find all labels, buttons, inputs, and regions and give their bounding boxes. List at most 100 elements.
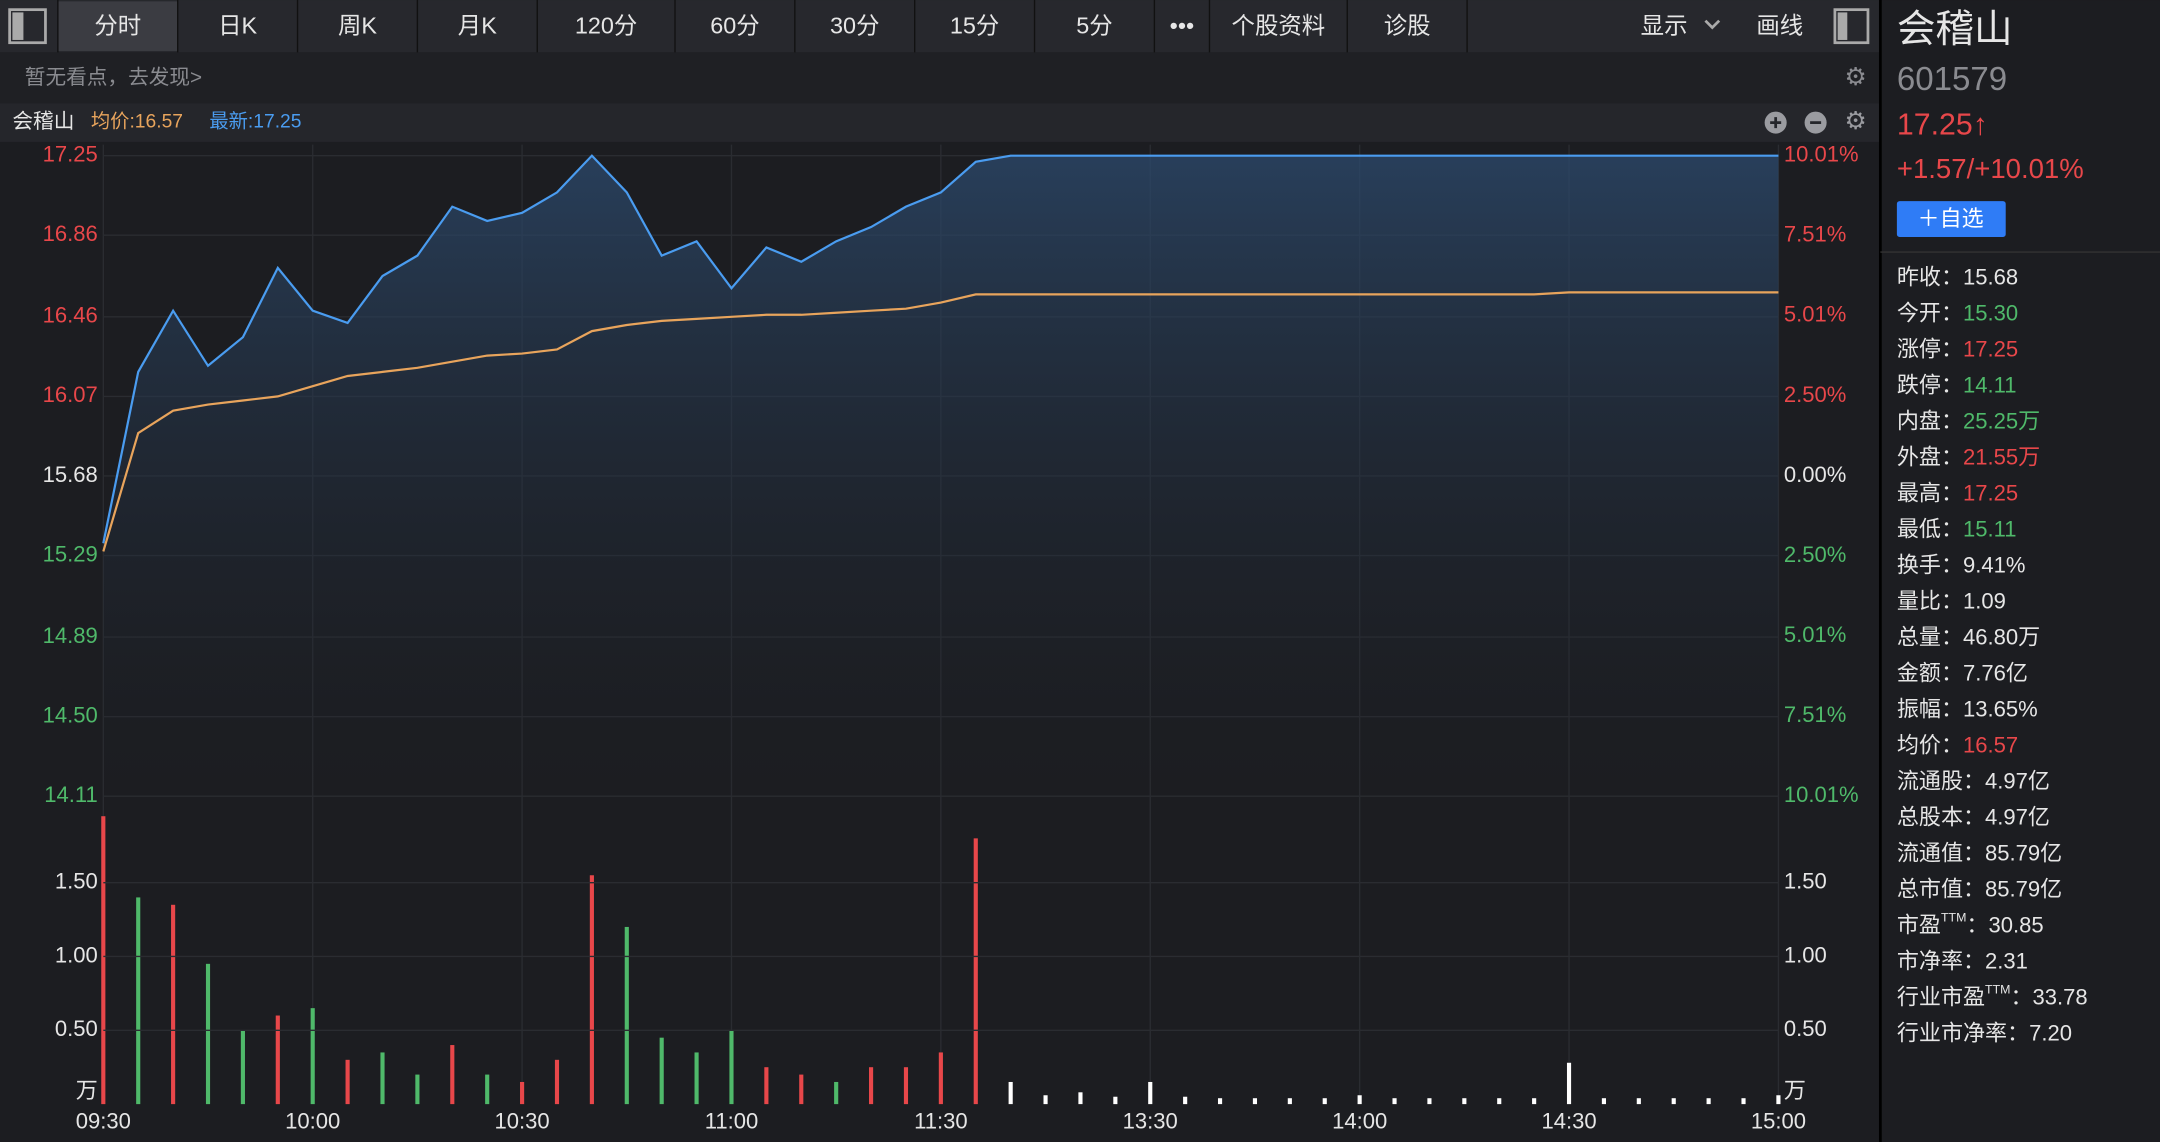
stat-value: 16.57 bbox=[1963, 732, 2018, 757]
stat-value: 4.97亿 bbox=[1985, 768, 2050, 793]
tab[interactable]: 分时 bbox=[94, 13, 141, 39]
side-toggle-icon[interactable] bbox=[1833, 8, 1870, 45]
stat-value: 85.79亿 bbox=[1985, 840, 2062, 865]
notice-text[interactable]: 暂无看点，去发现> bbox=[25, 66, 202, 89]
y-tick-label: 15.29 bbox=[43, 541, 98, 566]
volume-unit: 万 bbox=[76, 1078, 98, 1103]
volume-bar bbox=[1078, 1092, 1083, 1105]
volume-bar bbox=[415, 1074, 420, 1105]
volume-bar bbox=[1566, 1062, 1572, 1105]
y-tick-label: 14.89 bbox=[43, 623, 98, 648]
tab[interactable]: ••• bbox=[1170, 13, 1195, 39]
tab[interactable]: 60分 bbox=[710, 13, 759, 39]
display-menu[interactable]: 显示 bbox=[1641, 13, 1688, 39]
volume-bar bbox=[1357, 1095, 1362, 1105]
volume-bar bbox=[1148, 1081, 1153, 1105]
tab[interactable]: 周K bbox=[338, 13, 377, 39]
y2-tick-label: 10.01% bbox=[1784, 141, 1859, 166]
volume-bar bbox=[380, 1052, 385, 1105]
price-area bbox=[103, 155, 1779, 797]
stat-value: 7.76亿 bbox=[1963, 660, 2028, 685]
stat-row: 量比：1.09 bbox=[1897, 588, 2006, 613]
volume-bar bbox=[764, 1067, 769, 1105]
stat-label: 行业市净率： bbox=[1897, 1021, 2029, 1046]
y2-tick-label: 7.51% bbox=[1784, 702, 1846, 727]
volume-bar bbox=[1043, 1095, 1048, 1105]
x-tick-label: 11:30 bbox=[914, 1109, 968, 1134]
stat-value: 21.55万 bbox=[1963, 444, 2040, 469]
y2-tick-label: 2.50% bbox=[1784, 542, 1846, 567]
volume-bar bbox=[136, 897, 141, 1105]
volume-bar bbox=[345, 1059, 350, 1105]
volume-bar bbox=[1183, 1096, 1188, 1105]
stock-name: 会稽山 bbox=[12, 110, 74, 133]
tab[interactable]: 5分 bbox=[1076, 13, 1112, 39]
stat-value: 13.65% bbox=[1963, 696, 2038, 721]
stat-label: 今开： bbox=[1897, 300, 1963, 325]
volume-bar bbox=[729, 1030, 734, 1105]
x-tick-label: 11:00 bbox=[705, 1109, 759, 1134]
stat-value: 17.25 bbox=[1963, 336, 2018, 361]
stat-label: 行业市盈 bbox=[1897, 985, 1985, 1010]
stat-label: 均价： bbox=[1897, 732, 1963, 757]
tab[interactable]: 月K bbox=[458, 13, 497, 39]
tab[interactable]: 30分 bbox=[830, 13, 879, 39]
stat-value: 25.25万 bbox=[1963, 408, 2040, 433]
volume-bar bbox=[1741, 1098, 1746, 1105]
stat-value: 46.80万 bbox=[1963, 624, 2040, 649]
add-watchlist-button[interactable] bbox=[1896, 201, 2006, 237]
volume-bar bbox=[799, 1074, 804, 1105]
y2-tick-label: 10.01% bbox=[1784, 782, 1859, 807]
stat-row: 总市值：85.79亿 bbox=[1897, 876, 2062, 901]
stat-row: 换手：9.41% bbox=[1897, 552, 2026, 577]
stat-label: 市净率： bbox=[1897, 949, 1985, 974]
quote-change: +1.57/+10.01% bbox=[1897, 153, 2084, 184]
add-watchlist-label[interactable]: ＋自选 bbox=[1918, 206, 1984, 231]
tab[interactable]: 个股资料 bbox=[1232, 13, 1326, 39]
y2-tick-label: 0.00% bbox=[1784, 462, 1846, 487]
stat-value: 1.09 bbox=[1963, 588, 2006, 613]
stat-label: 总市值： bbox=[1897, 876, 1985, 901]
stat-row: 流通值：85.79亿 bbox=[1897, 840, 2062, 865]
stat-row: 最高：17.25 bbox=[1897, 480, 2018, 505]
y-tick-label: 16.46 bbox=[43, 303, 98, 328]
toolbar bbox=[0, 0, 1881, 53]
tab[interactable]: 120分 bbox=[575, 13, 637, 39]
panel-toggle-icon-fill bbox=[12, 12, 24, 40]
stat-label-sep: ： bbox=[1966, 913, 1988, 938]
stat-row: 流通股：4.97亿 bbox=[1897, 768, 2050, 793]
y2-tick-label: 7.51% bbox=[1784, 221, 1846, 246]
price-line bbox=[102, 154, 1779, 544]
stat-row: 振幅：13.65% bbox=[1897, 696, 2038, 721]
tab-active-bg bbox=[57, 1, 178, 51]
chart-settings-icon[interactable]: ⚙ bbox=[1844, 108, 1866, 135]
volume-bar bbox=[1008, 1081, 1013, 1105]
volume-bar bbox=[938, 1052, 943, 1105]
tab[interactable]: 15分 bbox=[950, 13, 999, 39]
x-tick-label: 15:00 bbox=[1751, 1109, 1806, 1134]
stat-label: 内盘： bbox=[1897, 408, 1963, 433]
stat-value: 15.11 bbox=[1963, 516, 2017, 541]
volume-bar bbox=[659, 1037, 664, 1105]
stat-value: 17.25 bbox=[1963, 480, 2018, 505]
quote-name: 会稽山 bbox=[1897, 8, 2013, 51]
avg-line bbox=[102, 291, 1779, 552]
stat-label: 振幅： bbox=[1897, 696, 1963, 721]
stat-label-sup: TTM bbox=[1985, 983, 2010, 997]
volume-bar bbox=[1532, 1098, 1537, 1105]
tab[interactable]: 诊股 bbox=[1384, 13, 1431, 39]
stat-label: 外盘： bbox=[1897, 444, 1963, 469]
volume-bar bbox=[275, 1015, 280, 1105]
draw-menu[interactable]: 画线 bbox=[1756, 13, 1803, 39]
settings-icon[interactable]: ⚙ bbox=[1844, 64, 1866, 91]
stat-value: 15.68 bbox=[1963, 264, 2018, 289]
chart-header bbox=[0, 103, 1881, 142]
panel-toggle-icon[interactable] bbox=[8, 8, 47, 45]
y2-tick-label: 5.01% bbox=[1784, 622, 1846, 647]
stat-label: 流通值： bbox=[1897, 840, 1985, 865]
tab[interactable]: 日K bbox=[218, 13, 257, 39]
stat-label: 金额： bbox=[1897, 660, 1963, 685]
stat-row: 今开：15.30 bbox=[1897, 300, 2018, 325]
stat-row: 内盘：25.25万 bbox=[1897, 408, 2040, 433]
volume-bar bbox=[1776, 1095, 1781, 1105]
